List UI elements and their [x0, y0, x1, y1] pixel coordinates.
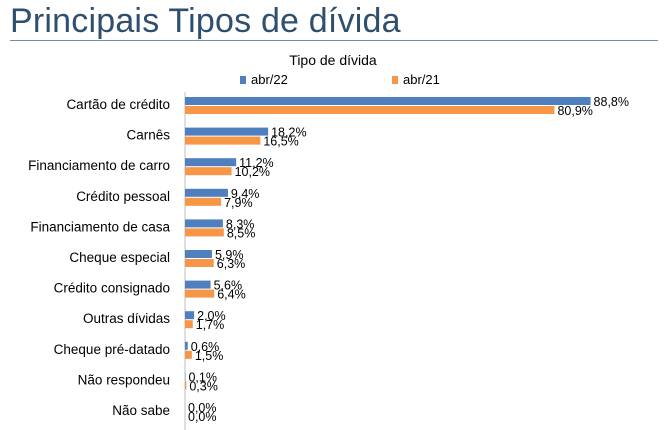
category-label: Outras dívidas	[83, 311, 170, 326]
data-label-abr21: 80,9%	[557, 104, 592, 118]
data-label-abr21: 16,5%	[263, 135, 298, 149]
data-label-abr21: 0,0%	[188, 410, 217, 424]
category-label: Cheque especial	[69, 250, 170, 265]
bar-abr22	[185, 158, 237, 167]
chart-title: Tipo de dívida	[289, 52, 377, 68]
category-label: Crédito pessoal	[76, 189, 170, 204]
data-label-abr21: 7,9%	[224, 196, 253, 210]
bar-abr21	[185, 106, 555, 114]
category-label: Financiamento de carro	[28, 158, 170, 173]
category-label: Financiamento de casa	[30, 219, 170, 234]
legend-label-0: abr/22	[251, 72, 288, 87]
category-label: Cheque pré-datado	[54, 342, 170, 357]
bar-abr22	[185, 341, 188, 350]
data-label-abr22: 5,9%	[215, 248, 244, 262]
data-label-abr22: 18,2%	[271, 126, 306, 140]
data-label-abr21: 10,2%	[235, 165, 270, 179]
bar-abr22	[185, 127, 269, 136]
bar-abr21	[185, 259, 214, 267]
bar-abr22	[185, 250, 212, 258]
data-label-abr22: 5,6%	[214, 279, 243, 293]
bar-abr21	[185, 197, 222, 206]
bar-abr21	[185, 350, 192, 359]
bar-abr22	[185, 311, 195, 320]
legend-label-1: abr/21	[403, 72, 440, 87]
data-label-abr22: 88,8%	[594, 95, 629, 109]
data-label-abr21: 1,7%	[196, 318, 225, 332]
data-label-abr22: 0,1%	[188, 370, 217, 384]
category-label: Crédito consignado	[54, 281, 170, 296]
data-label-abr22: 8,3%	[226, 217, 255, 231]
category-label: Não sabe	[112, 403, 170, 418]
bar-abr22	[185, 280, 211, 289]
bar-abr21	[185, 136, 261, 145]
chart-legend: abr/22 abr/21	[240, 72, 440, 87]
category-label: Carnês	[126, 128, 170, 143]
data-label-abr22: 2,0%	[197, 309, 226, 323]
category-label: Cartão de crédito	[66, 97, 170, 112]
page-title: Principais Tipos de dívida	[10, 2, 401, 40]
bar-abr21	[185, 320, 193, 329]
data-label-abr22: 0,6%	[191, 340, 220, 354]
bar-abr22	[185, 219, 223, 228]
bar-abr22	[185, 188, 228, 197]
data-label-abr21: 6,3%	[217, 257, 246, 271]
data-label-abr22: 11,2%	[239, 156, 274, 170]
bar-abr21	[185, 289, 215, 298]
bar-abr21	[185, 381, 187, 390]
data-label-abr22: 9,4%	[231, 187, 260, 201]
category-label: Não respondeu	[78, 372, 170, 387]
data-label-abr21: 8,5%	[227, 226, 256, 240]
data-label-abr22: 0,0%	[188, 401, 217, 415]
plot-area: Cartão de crédito 88,8%80,9% Carnês 18,2%16…	[28, 92, 629, 430]
data-label-abr21: 1,5%	[195, 349, 224, 363]
legend-swatch-1	[392, 76, 398, 84]
data-label-abr21: 6,4%	[217, 288, 246, 302]
bar-abr21	[185, 167, 232, 176]
bar-abr22	[185, 97, 591, 105]
title-divider	[10, 40, 658, 41]
data-label-abr21: 0,3%	[189, 379, 218, 393]
bar-abr21	[185, 228, 224, 237]
legend-swatch-0	[240, 76, 246, 84]
